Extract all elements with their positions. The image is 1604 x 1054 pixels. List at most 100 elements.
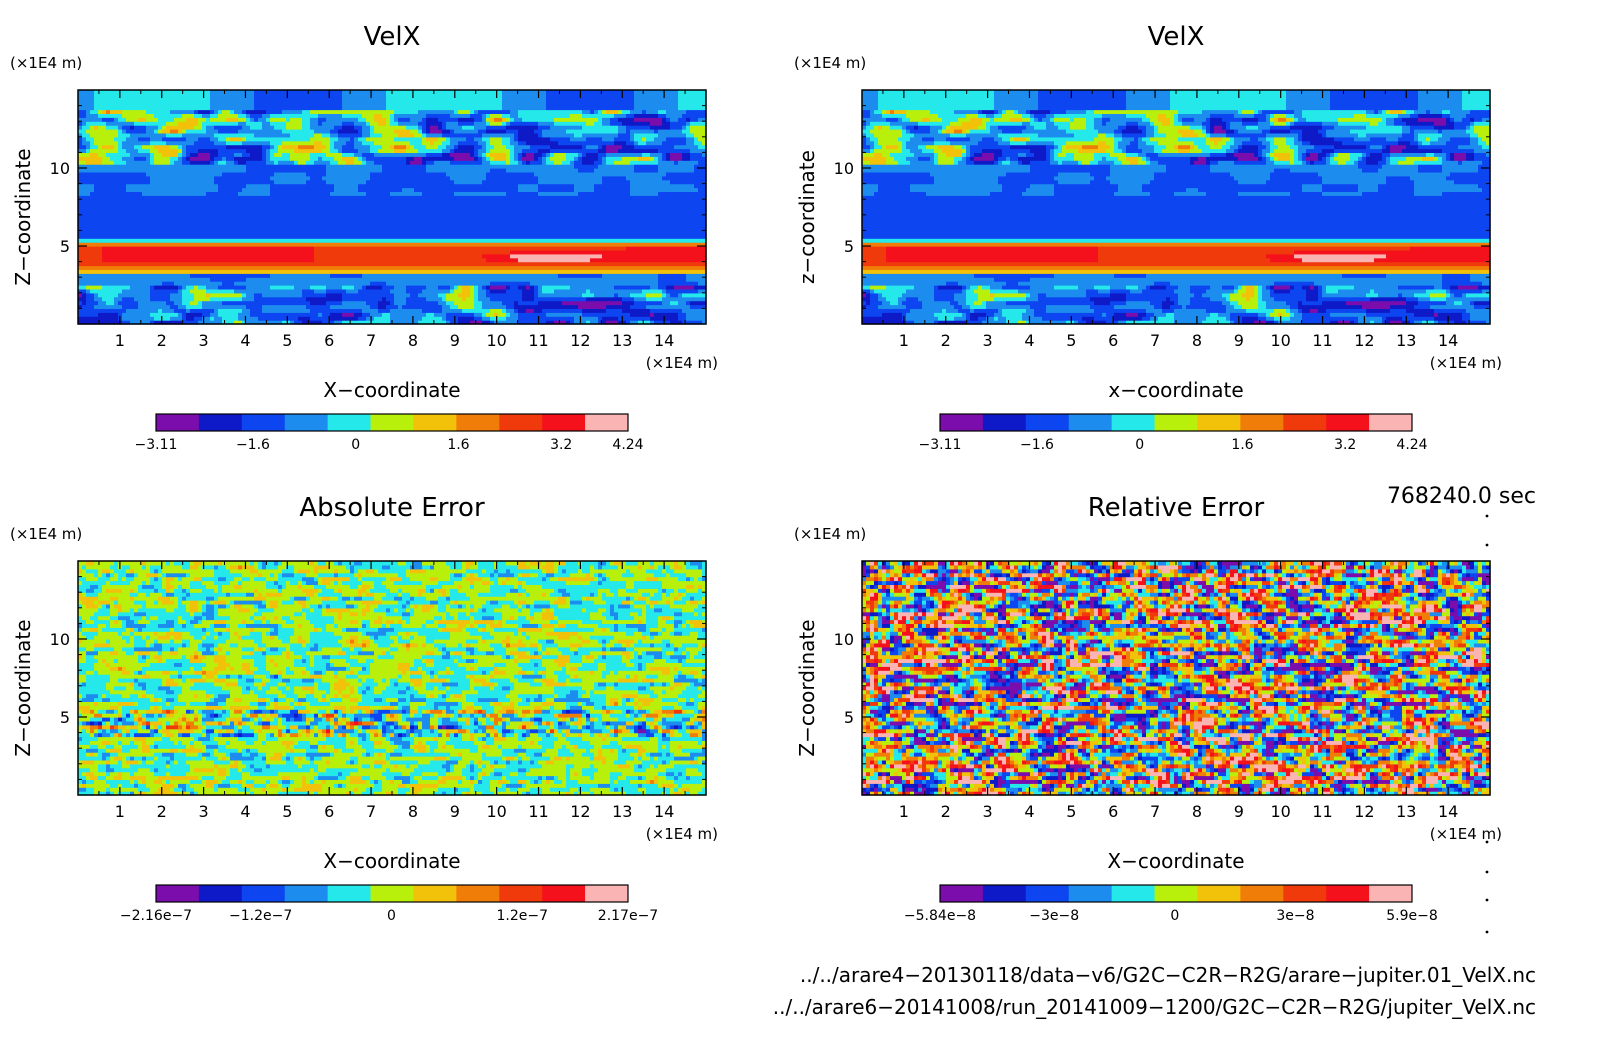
heatmap-cell [566, 297, 571, 302]
heatmap-cell [622, 238, 627, 243]
heatmap-cell [166, 316, 171, 321]
heatmap-cell [538, 215, 543, 220]
heatmap-cell [658, 269, 663, 274]
heatmap-cell [410, 203, 415, 208]
heatmap-cell [266, 297, 271, 302]
heatmap-cell [602, 219, 607, 224]
heatmap-cell [398, 273, 403, 278]
heatmap-cell [342, 203, 347, 208]
heatmap-cell [90, 199, 95, 204]
heatmap-cell [566, 301, 571, 306]
heatmap-cell [366, 223, 371, 228]
heatmap-cell [538, 273, 543, 278]
heatmap-cell [214, 301, 219, 306]
heatmap-cell [646, 234, 651, 239]
heatmap-cell [582, 227, 587, 232]
heatmap-cell [182, 281, 187, 286]
heatmap-cell [582, 223, 587, 228]
heatmap-cell [578, 234, 583, 239]
heatmap-cell [518, 227, 523, 232]
heatmap-cell [618, 308, 623, 313]
heatmap-cell [138, 297, 143, 302]
heatmap-cell [450, 308, 455, 313]
heatmap-cell [510, 273, 515, 278]
heatmap-cell [138, 230, 143, 235]
heatmap-cell [226, 203, 231, 208]
heatmap-cell [602, 203, 607, 208]
heatmap-cell [446, 305, 451, 310]
heatmap-cell [402, 219, 407, 224]
heatmap-cell [590, 305, 595, 310]
heatmap-cell [534, 293, 539, 298]
heatmap-cell [606, 269, 611, 274]
heatmap-cell [446, 285, 451, 290]
heatmap-cell [638, 297, 643, 302]
heatmap-cell [126, 199, 131, 204]
heatmap-cell [594, 312, 599, 317]
heatmap-cell [322, 316, 327, 321]
heatmap-cell [238, 277, 243, 282]
heatmap-cell [286, 219, 291, 224]
heatmap-cell [402, 234, 407, 239]
heatmap-cell [234, 281, 239, 286]
heatmap-cell [346, 223, 351, 228]
heatmap-cell [198, 199, 203, 204]
heatmap-cell [522, 227, 527, 232]
heatmap-cell [390, 297, 395, 302]
heatmap-cell [670, 219, 675, 224]
heatmap-cell [442, 277, 447, 282]
heatmap-cell [106, 273, 111, 278]
heatmap-cell [154, 312, 159, 317]
heatmap-cell [698, 277, 703, 282]
heatmap-cell [170, 289, 175, 294]
heatmap-cell [606, 308, 611, 313]
heatmap-cell [362, 269, 367, 274]
heatmap-cell [174, 312, 179, 317]
heatmap-cell [94, 238, 99, 243]
heatmap-cell [494, 277, 499, 282]
heatmap-cell [278, 293, 283, 298]
heatmap-cell [654, 269, 659, 274]
heatmap-cell [654, 211, 659, 216]
heatmap-cell [370, 285, 375, 290]
heatmap-cell [266, 211, 271, 216]
heatmap-cell [678, 266, 683, 271]
heatmap-cell [438, 301, 443, 306]
heatmap-cell [374, 289, 379, 294]
heatmap-cell [438, 234, 443, 239]
heatmap-cell [382, 281, 387, 286]
heatmap-cell [98, 305, 103, 310]
heatmap-cell [662, 215, 667, 220]
heatmap-cell [478, 250, 483, 255]
heatmap-cell [254, 281, 259, 286]
heatmap-cell [390, 289, 395, 294]
heatmap-cell [574, 277, 579, 282]
heatmap-cell [434, 215, 439, 220]
heatmap-cell [118, 281, 123, 286]
heatmap-cell [542, 203, 547, 208]
heatmap-cell [638, 277, 643, 282]
heatmap-cell [414, 273, 419, 278]
heatmap-cell [478, 199, 483, 204]
heatmap-cell [342, 230, 347, 235]
heatmap-cell [386, 277, 391, 282]
heatmap-cell [186, 223, 191, 228]
heatmap-cell [114, 269, 119, 274]
heatmap-cell [430, 289, 435, 294]
heatmap-cell [102, 211, 107, 216]
heatmap-cell [170, 223, 175, 228]
heatmap-cell [322, 277, 327, 282]
heatmap-cell [322, 223, 327, 228]
heatmap-cell [186, 242, 191, 247]
heatmap-cell [530, 234, 535, 239]
heatmap-cell [450, 238, 455, 243]
heatmap-cell [174, 215, 179, 220]
heatmap-cell [198, 223, 203, 228]
heatmap-cell [382, 273, 387, 278]
heatmap-cell [554, 285, 559, 290]
heatmap-cell [698, 289, 703, 294]
heatmap-cell [186, 281, 191, 286]
heatmap-cell [234, 273, 239, 278]
heatmap-cell [566, 266, 571, 271]
heatmap-cell [138, 219, 143, 224]
